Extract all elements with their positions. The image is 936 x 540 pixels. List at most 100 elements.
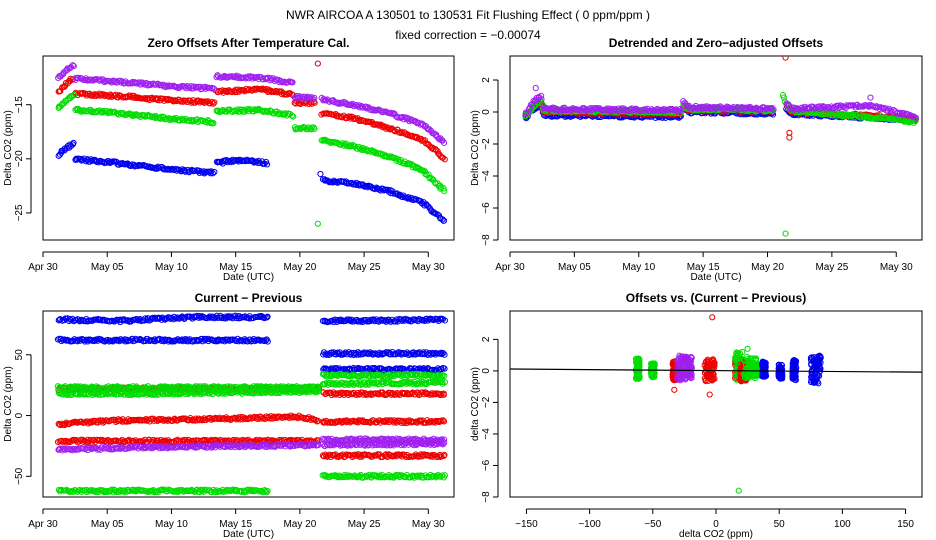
data-point bbox=[156, 314, 163, 322]
data-point bbox=[380, 108, 387, 115]
panel-zero_offsets: Zero Offsets After Temperature Cal.Date … bbox=[3, 36, 455, 283]
data-point bbox=[532, 84, 539, 92]
x-tick-label: May 10 bbox=[155, 262, 188, 273]
data-point bbox=[220, 415, 227, 422]
data-point bbox=[307, 95, 314, 102]
data-point bbox=[374, 121, 381, 128]
data-point bbox=[397, 129, 404, 137]
data-point bbox=[172, 315, 179, 322]
data-point bbox=[150, 113, 157, 121]
data-point bbox=[441, 317, 448, 324]
series-red bbox=[55, 412, 448, 429]
data-point bbox=[253, 73, 261, 81]
data-point bbox=[224, 314, 231, 321]
data-point bbox=[68, 317, 75, 324]
data-point bbox=[169, 97, 176, 104]
data-point bbox=[264, 313, 271, 320]
y-tick-label: −4 bbox=[481, 170, 492, 182]
data-point bbox=[419, 121, 427, 128]
x-tick-label: May 05 bbox=[558, 262, 591, 273]
data-point bbox=[786, 134, 793, 141]
data-point bbox=[441, 451, 448, 459]
data-point bbox=[154, 163, 162, 170]
data-point bbox=[439, 417, 447, 424]
data-point bbox=[677, 107, 684, 115]
data-point bbox=[138, 95, 145, 102]
data-point bbox=[196, 312, 203, 320]
data-point bbox=[825, 103, 832, 111]
plot-frame bbox=[42, 310, 455, 498]
data-point bbox=[371, 149, 378, 156]
x-tick-label: May 20 bbox=[751, 262, 784, 273]
data-point bbox=[426, 316, 433, 323]
x-tick-label: May 20 bbox=[283, 519, 316, 530]
data-point bbox=[69, 62, 76, 69]
data-point bbox=[254, 106, 261, 113]
data-point bbox=[531, 98, 539, 105]
data-point bbox=[770, 106, 777, 113]
data-point bbox=[334, 390, 342, 397]
y-tick-label: 0 bbox=[481, 109, 492, 115]
data-point bbox=[245, 415, 253, 422]
x-tick-label: May 30 bbox=[412, 519, 445, 530]
data-point bbox=[224, 159, 231, 166]
y-tick-label: −25 bbox=[14, 204, 25, 221]
data-point bbox=[125, 437, 132, 444]
data-point bbox=[441, 156, 448, 163]
data-point bbox=[389, 190, 397, 197]
y-axis-label: Delta CO2 (ppm) bbox=[3, 110, 14, 186]
data-point bbox=[260, 313, 267, 321]
data-point bbox=[437, 391, 444, 399]
data-point bbox=[347, 365, 354, 373]
data-point bbox=[327, 139, 334, 147]
data-point bbox=[538, 92, 545, 99]
data-point bbox=[257, 337, 264, 344]
data-point bbox=[211, 99, 218, 106]
series-red bbox=[55, 75, 448, 163]
x-tick-label: May 10 bbox=[155, 519, 188, 530]
data-point bbox=[439, 216, 446, 223]
data-point bbox=[255, 105, 262, 112]
data-point bbox=[210, 85, 218, 92]
y-tick-label: −2 bbox=[481, 138, 492, 150]
data-point bbox=[62, 420, 69, 427]
data-point bbox=[382, 350, 389, 357]
data-point bbox=[262, 487, 269, 495]
data-point bbox=[441, 365, 448, 372]
data-points bbox=[55, 60, 448, 227]
data-point bbox=[289, 79, 296, 86]
data-point bbox=[426, 126, 433, 133]
data-point bbox=[357, 318, 364, 325]
x-tick-label: May 15 bbox=[219, 519, 252, 530]
data-point bbox=[210, 100, 217, 107]
data-point bbox=[398, 316, 405, 323]
data-point bbox=[426, 350, 433, 357]
data-point bbox=[66, 141, 73, 148]
data-point bbox=[441, 472, 449, 479]
data-point bbox=[118, 160, 125, 168]
data-point bbox=[541, 105, 548, 112]
y-tick-label: −15 bbox=[14, 96, 25, 113]
data-point bbox=[70, 139, 77, 147]
data-point bbox=[320, 453, 328, 460]
data-point bbox=[761, 104, 768, 111]
data-point bbox=[322, 137, 329, 144]
data-point bbox=[263, 314, 271, 321]
data-point bbox=[411, 453, 418, 460]
data-point bbox=[300, 414, 307, 421]
figure-subtitle: fixed correction = −0.00074 bbox=[395, 28, 541, 42]
data-point bbox=[906, 119, 913, 126]
data-point bbox=[144, 488, 151, 496]
data-point bbox=[225, 336, 232, 343]
data-point bbox=[890, 116, 897, 123]
y-tick-label: 2 bbox=[481, 77, 492, 83]
panel-title: Detrended and Zero−adjusted Offsets bbox=[609, 36, 824, 50]
data-point bbox=[199, 417, 206, 424]
x-tick-label: Apr 30 bbox=[495, 262, 525, 273]
data-point bbox=[768, 104, 776, 112]
data-point bbox=[342, 317, 350, 324]
data-point bbox=[440, 217, 448, 224]
data-point bbox=[408, 390, 415, 398]
data-point bbox=[553, 105, 560, 113]
data-point bbox=[431, 179, 439, 186]
